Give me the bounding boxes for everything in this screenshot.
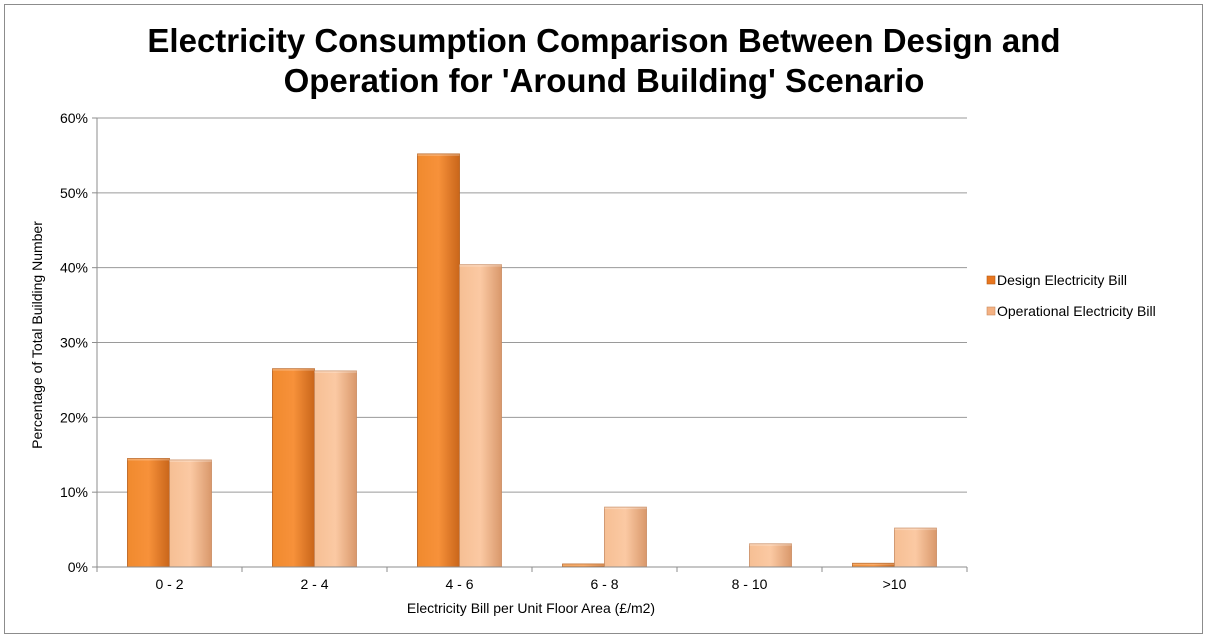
legend-label-0: Design Electricity Bill <box>997 272 1127 288</box>
y-axis-label: Percentage of Total Building Number <box>29 221 45 449</box>
legend-swatch-0 <box>986 275 996 285</box>
y-tick-label: 50% <box>60 185 88 201</box>
x-tick-label: 8 - 10 <box>732 576 768 592</box>
legend-swatch-1 <box>986 306 996 316</box>
bar-operational-4 <box>749 543 792 568</box>
x-tick-label: 2 - 4 <box>300 576 328 592</box>
bar-cap <box>852 563 895 566</box>
y-tick-label: 40% <box>60 260 88 276</box>
x-tick-label: 6 - 8 <box>590 576 618 592</box>
bar-cap <box>417 153 460 156</box>
bar-cap <box>127 458 170 461</box>
bar-cap <box>459 264 502 267</box>
x-tick-label: 4 - 6 <box>445 576 473 592</box>
bar-operational-0 <box>169 459 212 568</box>
x-tick-label: 0 - 2 <box>155 576 183 592</box>
bar-cap <box>604 507 647 510</box>
bar-operational-1 <box>314 370 357 568</box>
bar-operational-2 <box>459 264 502 568</box>
y-tick-label: 20% <box>60 409 88 425</box>
chart-title-line-2: Operation for 'Around Building' Scenario <box>283 62 925 99</box>
x-tick-label: >10 <box>883 576 907 592</box>
bar-cap <box>562 564 605 567</box>
bar-operational-3 <box>604 506 647 568</box>
bar-cap <box>749 543 792 546</box>
bar-design-1 <box>272 368 315 568</box>
y-tick-label: 10% <box>60 484 88 500</box>
y-tick-label: 0% <box>68 559 88 575</box>
legend-label-1: Operational Electricity Bill <box>997 303 1156 319</box>
y-tick-label: 60% <box>60 110 88 126</box>
bar-cap <box>272 368 315 371</box>
x-axis-label: Electricity Bill per Unit Floor Area (£/… <box>407 600 655 616</box>
bar-operational-5 <box>894 527 937 568</box>
y-tick-label: 30% <box>60 335 88 351</box>
bar-cap <box>894 528 937 531</box>
bar-design-2 <box>417 153 460 568</box>
bar-cap <box>169 459 212 462</box>
bar-design-0 <box>127 458 170 568</box>
chart-title-line-1: Electricity Consumption Comparison Betwe… <box>147 22 1061 59</box>
bar-cap <box>314 370 357 373</box>
